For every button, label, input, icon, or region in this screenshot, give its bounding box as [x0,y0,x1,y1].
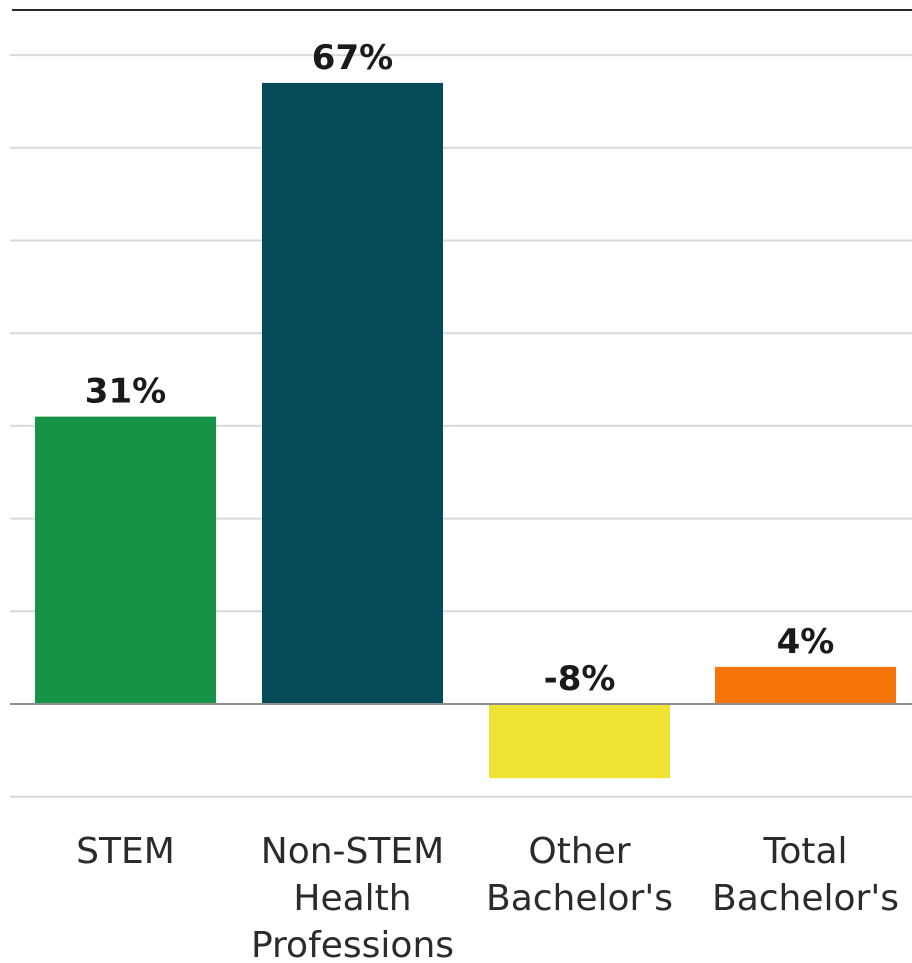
data-label: 31% [85,372,166,412]
category-label: Total Bachelor's [712,831,899,919]
category-label-line: Bachelor's [712,878,899,919]
data-label: 67% [312,38,393,78]
category-label-line: Professions [251,925,454,963]
data-label: -8% [544,659,616,699]
bar [262,82,443,704]
category-label-line: Other [528,831,630,872]
category-label: Non-STEM Health Professions [251,831,454,963]
category-label-line: Total [762,831,847,872]
category-label: STEM [76,831,175,872]
category-label-line: Non-STEM [261,831,444,872]
bar [489,704,670,779]
category-label-line: STEM [76,831,175,872]
bar [715,666,896,704]
bar [35,416,216,704]
category-label: Other Bachelor's [486,831,673,919]
category-label-line: Bachelor's [486,878,673,919]
category-label-line: Health [293,878,411,919]
data-label: 4% [777,622,835,662]
